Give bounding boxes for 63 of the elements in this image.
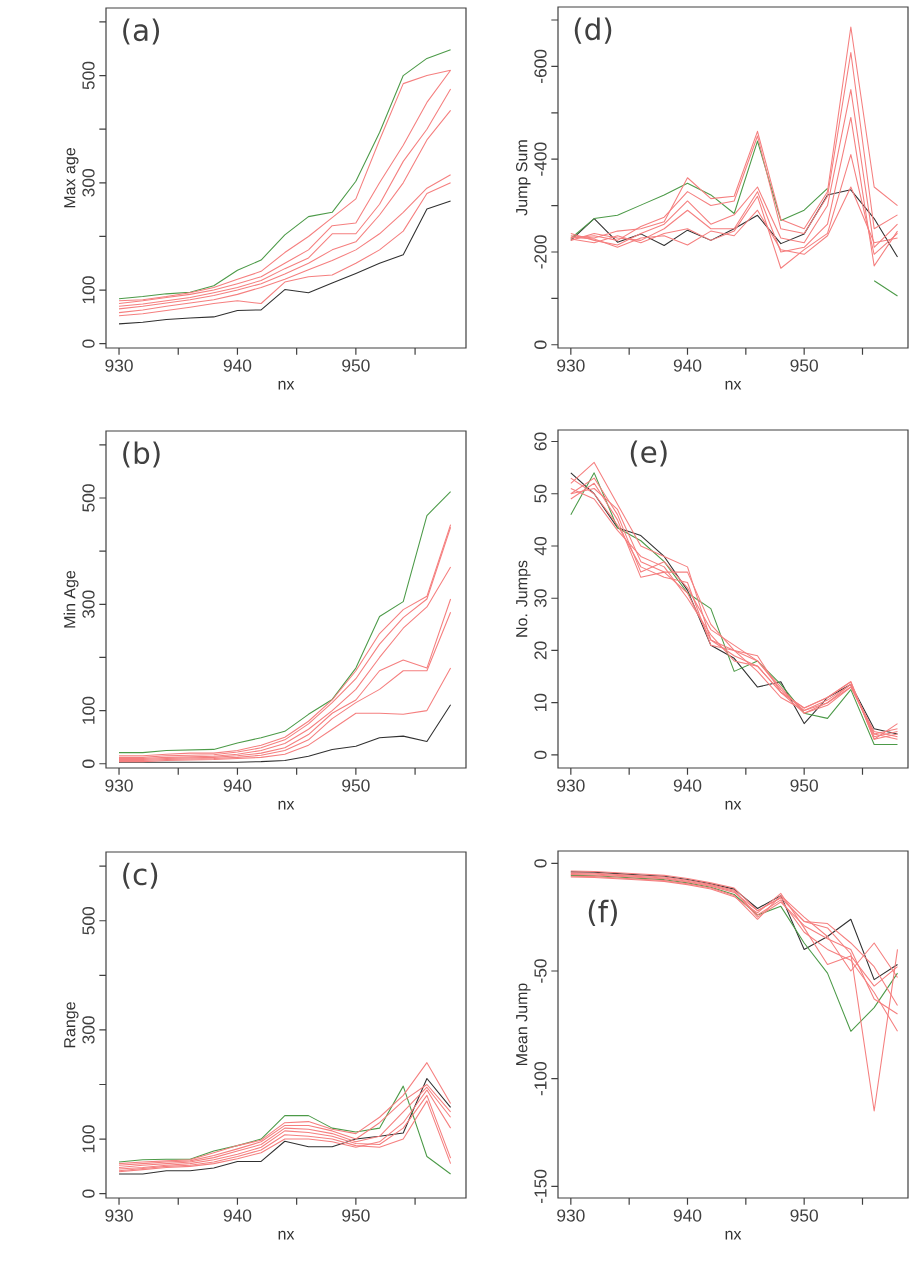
y-tick-label: 40 — [534, 537, 547, 556]
x-axis-title: nx — [725, 1230, 742, 1240]
y-axis-title: No. Jumps — [516, 560, 531, 637]
annotation: (e) — [630, 440, 667, 467]
x-tick-label: 930 — [105, 359, 133, 372]
y-axis-title: Min Age — [63, 570, 79, 628]
y-tick-label: 20 — [534, 641, 547, 660]
y-tick-label: 100 — [82, 276, 95, 304]
x-axis-title: nx — [725, 380, 742, 390]
y-tick-label: 300 — [82, 590, 95, 619]
x-tick-label: 930 — [557, 779, 585, 792]
y-tick-label: 300 — [82, 169, 95, 197]
y-tick-label: 300 — [82, 1016, 95, 1044]
y-tick-label: 500 — [82, 484, 95, 512]
x-tick-label: 930 — [105, 1209, 133, 1222]
annotation: (f) — [588, 899, 617, 927]
y-tick-label: 60 — [534, 432, 547, 451]
y-tick-label: 50 — [534, 484, 547, 503]
y-axis-title: Max age — [64, 148, 79, 208]
y-tick-label: 100 — [82, 1125, 95, 1153]
y-tick-label: 100 — [82, 696, 95, 724]
annotation: (c) — [123, 862, 158, 889]
y-tick-label: -600 — [534, 49, 547, 83]
x-tick-label: 950 — [790, 1209, 818, 1222]
y-tick-label: -50 — [534, 959, 547, 983]
x-tick-label: 950 — [342, 779, 370, 792]
x-tick-label: 940 — [223, 1209, 252, 1222]
y-tick-label: 30 — [534, 589, 547, 608]
y-tick-label: 0 — [534, 750, 547, 760]
x-axis-title: nx — [278, 380, 295, 390]
x-tick-label: 930 — [557, 1209, 585, 1222]
x-tick-label: 940 — [673, 359, 702, 372]
y-tick-label: 500 — [82, 906, 95, 935]
y-tick-label: 0 — [82, 339, 95, 348]
y-tick-label: 500 — [82, 61, 95, 90]
y-tick-label: -400 — [534, 142, 547, 176]
x-tick-label: 930 — [557, 359, 585, 372]
x-tick-label: 930 — [105, 779, 133, 792]
x-tick-label: 950 — [342, 359, 370, 372]
x-tick-label: 940 — [673, 1209, 702, 1222]
y-tick-label: 0 — [534, 859, 547, 868]
annotation: (d) — [574, 17, 612, 44]
annotation: (b) — [123, 441, 160, 468]
x-tick-label: 950 — [342, 1209, 370, 1222]
x-tick-label: 940 — [673, 779, 702, 792]
y-tick-label: 10 — [534, 693, 547, 712]
x-axis-title: nx — [278, 1230, 295, 1240]
y-tick-label: 0 — [534, 340, 547, 349]
annotation: (a) — [123, 18, 160, 45]
y-axis-title: Mean Jump — [516, 983, 531, 1065]
x-tick-label: 950 — [790, 359, 818, 372]
y-tick-label: 0 — [82, 1189, 95, 1198]
y-tick-label: 0 — [82, 759, 95, 768]
y-tick-label: -200 — [534, 235, 547, 269]
y-tick-label: -100 — [534, 1062, 547, 1096]
x-tick-label: 940 — [223, 359, 252, 372]
y-tick-label: -150 — [534, 1169, 547, 1203]
y-axis-title: Range — [64, 1002, 79, 1048]
x-tick-label: 940 — [223, 779, 252, 792]
x-tick-label: 950 — [790, 779, 818, 792]
x-axis-title: nx — [725, 800, 742, 810]
y-axis-title: Jump Sum — [516, 140, 531, 216]
x-axis-title: nx — [278, 800, 295, 810]
